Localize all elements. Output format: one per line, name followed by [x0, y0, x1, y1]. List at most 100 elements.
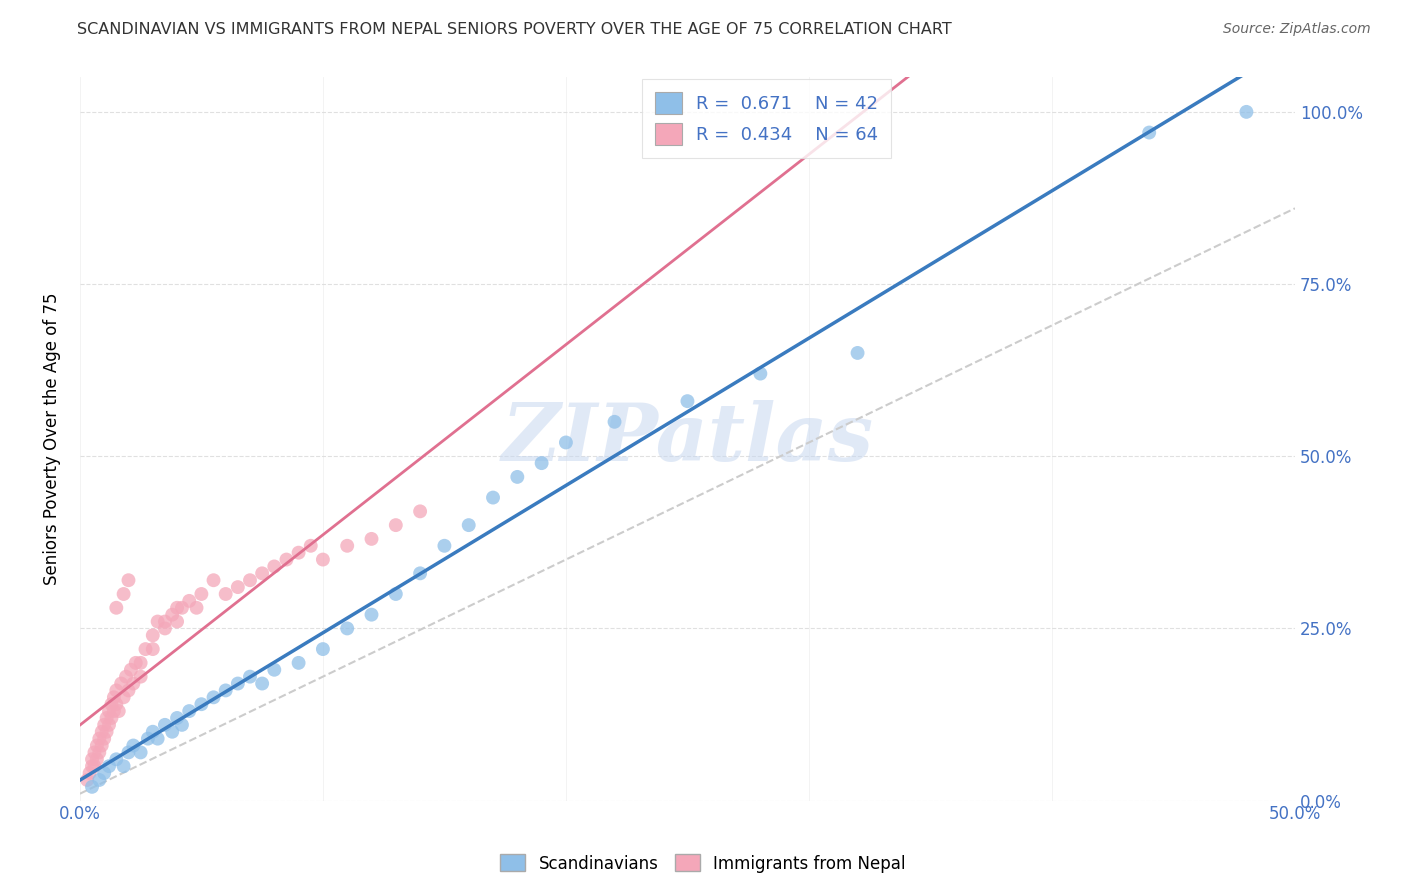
Point — [385, 518, 408, 533]
Point — [299, 539, 322, 553]
Point — [153, 622, 176, 636]
Text: SCANDINAVIAN VS IMMIGRANTS FROM NEPAL SENIORS POVERTY OVER THE AGE OF 75 CORRELA: SCANDINAVIAN VS IMMIGRANTS FROM NEPAL SE… — [77, 22, 952, 37]
Point — [482, 491, 505, 505]
Point — [79, 766, 101, 780]
Point — [100, 697, 122, 711]
Point — [105, 697, 128, 711]
Point — [117, 683, 139, 698]
Point — [215, 587, 238, 601]
Point — [120, 663, 142, 677]
Point — [263, 663, 285, 677]
Point — [263, 559, 285, 574]
Point — [1234, 104, 1257, 119]
Point — [160, 724, 183, 739]
Point — [80, 759, 103, 773]
Point — [86, 739, 108, 753]
Point — [142, 724, 165, 739]
Point — [166, 615, 188, 629]
Point — [336, 539, 359, 553]
Text: Source: ZipAtlas.com: Source: ZipAtlas.com — [1223, 22, 1371, 37]
Point — [603, 415, 626, 429]
Point — [105, 683, 128, 698]
Point — [122, 739, 145, 753]
Point — [80, 752, 103, 766]
Point — [312, 642, 335, 657]
Point — [179, 594, 201, 608]
Point — [89, 731, 111, 746]
Point — [136, 731, 159, 746]
Point — [98, 759, 121, 773]
Point — [112, 759, 135, 773]
Point — [170, 718, 193, 732]
Point — [93, 718, 115, 732]
Point — [846, 346, 869, 360]
Legend: R =  0.671    N = 42, R =  0.434    N = 64: R = 0.671 N = 42, R = 0.434 N = 64 — [643, 79, 891, 158]
Point — [96, 711, 118, 725]
Point — [409, 504, 432, 518]
Point — [89, 746, 111, 760]
Point — [166, 600, 188, 615]
Point — [190, 697, 212, 711]
Point — [110, 676, 132, 690]
Point — [80, 780, 103, 794]
Point — [385, 587, 408, 601]
Point — [90, 739, 112, 753]
Point — [129, 656, 152, 670]
Point — [749, 367, 772, 381]
Point — [457, 518, 479, 533]
Y-axis label: Seniors Poverty Over the Age of 75: Seniors Poverty Over the Age of 75 — [44, 293, 60, 585]
Point — [360, 607, 382, 622]
Point — [239, 573, 262, 587]
Point — [86, 752, 108, 766]
Point — [153, 615, 176, 629]
Point — [215, 683, 238, 698]
Point — [239, 670, 262, 684]
Point — [250, 566, 273, 581]
Point — [202, 573, 225, 587]
Point — [100, 711, 122, 725]
Point — [166, 711, 188, 725]
Point — [90, 724, 112, 739]
Point — [115, 670, 138, 684]
Point — [153, 718, 176, 732]
Point — [112, 587, 135, 601]
Point — [105, 600, 128, 615]
Point — [276, 552, 298, 566]
Point — [93, 731, 115, 746]
Point — [142, 628, 165, 642]
Point — [433, 539, 456, 553]
Point — [89, 772, 111, 787]
Point — [122, 676, 145, 690]
Point — [117, 746, 139, 760]
Point — [129, 670, 152, 684]
Point — [1137, 126, 1160, 140]
Text: ZIPatlas: ZIPatlas — [502, 401, 873, 478]
Point — [676, 394, 699, 409]
Point — [160, 607, 183, 622]
Point — [117, 573, 139, 587]
Point — [360, 532, 382, 546]
Point — [93, 766, 115, 780]
Point — [226, 676, 249, 690]
Point — [129, 746, 152, 760]
Point — [107, 704, 129, 718]
Point — [146, 615, 169, 629]
Point — [98, 704, 121, 718]
Point — [506, 470, 529, 484]
Point — [83, 759, 105, 773]
Point — [96, 724, 118, 739]
Point — [179, 704, 201, 718]
Point — [170, 600, 193, 615]
Point — [103, 690, 125, 705]
Point — [76, 772, 98, 787]
Point — [202, 690, 225, 705]
Point — [555, 435, 578, 450]
Point — [125, 656, 148, 670]
Point — [105, 752, 128, 766]
Point — [98, 718, 121, 732]
Point — [142, 642, 165, 657]
Point — [226, 580, 249, 594]
Point — [146, 731, 169, 746]
Point — [287, 656, 309, 670]
Point — [409, 566, 432, 581]
